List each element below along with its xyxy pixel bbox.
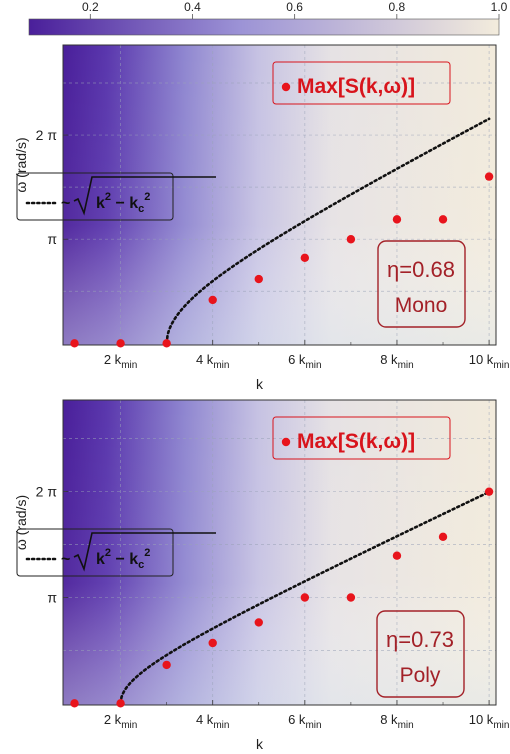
data-point (438, 215, 448, 224)
legend-max-box (272, 416, 451, 460)
x-tick-label: 2 kmin (104, 712, 137, 731)
y-tick-label: 2 π (36, 484, 58, 500)
chart-panel-bottom: 2 kmin 4 kmin 6 kmin 8 kmin 10 kmin π 2 π k ω (r… (13, 399, 510, 752)
chart-panel-top: 2 kmin 4 kmin 6 kmin 8 kmin 10 kmin π 2 π k ω (r… (13, 44, 510, 392)
sqrt-sign (73, 532, 216, 572)
heatmap-shade (63, 45, 496, 345)
gridlines (63, 45, 496, 345)
data-points (70, 487, 494, 708)
data-point (254, 274, 263, 284)
legend-max-marker (281, 82, 291, 92)
heatmap-shade (63, 400, 496, 705)
sqrt-sign (73, 176, 216, 216)
data-point (392, 551, 402, 560)
gridlines (63, 400, 496, 705)
data-point (300, 593, 310, 602)
legend-fit-label: ~ (61, 195, 70, 212)
annotation-eta: η=0.73 (386, 627, 454, 652)
annotation-eta: η=0.68 (387, 257, 455, 282)
annotation-box: η=0.68 Mono (377, 240, 466, 328)
y-tick-label: 2 π (36, 127, 58, 143)
y-tick-label: π (47, 231, 57, 247)
legend-max: Max[S(k,ω)] (272, 416, 451, 460)
x-tick-label: 10 kmin (469, 712, 510, 731)
x-tick-label: 4 kmin (196, 352, 229, 371)
legend-fit: ~ k2 − kc2 (16, 172, 216, 221)
fit-curve (119, 490, 491, 705)
data-point (116, 699, 125, 708)
colorbar-tick-label: 1.0 (491, 0, 508, 14)
x-tick-label: 8 kmin (380, 352, 413, 371)
x-axis-label: k (256, 376, 264, 392)
data-point (346, 593, 356, 602)
x-axis-label: k (256, 736, 264, 752)
y-tick-label: π (47, 589, 57, 605)
legend-max-marker (281, 437, 291, 447)
y-axis-label: ω (rad/s) (13, 137, 29, 192)
data-point (208, 295, 217, 305)
legend-max-box (272, 61, 451, 105)
legend-fit-label: ~ (61, 551, 70, 568)
annotation-frame (377, 240, 466, 328)
data-point (254, 618, 263, 627)
data-point (208, 638, 217, 648)
data-point (116, 339, 125, 348)
x-tick-label: 4 kmin (196, 712, 229, 731)
data-point (162, 660, 171, 670)
colorbar-tick-label: 0.4 (184, 0, 201, 14)
data-point (70, 339, 79, 348)
y-axis-label: ω (rad/s) (13, 495, 29, 550)
annotation-type: Poly (400, 664, 441, 687)
colorbar-tick-label: 0.8 (388, 0, 405, 14)
x-tick-label: 2 kmin (104, 352, 137, 371)
legend-fit-box (16, 172, 174, 221)
data-point (162, 339, 171, 348)
x-axis-ticks: 2 kmin 4 kmin 6 kmin 8 kmin 10 kmin (74, 700, 510, 731)
colorbar-ticks: 0.2 0.4 0.6 0.8 1.0 (82, 0, 508, 19)
x-tick-label: 6 kmin (288, 352, 321, 371)
colorbar-gradient (28, 18, 500, 36)
legend-fit-box (16, 528, 174, 577)
legend-max: Max[S(k,ω)] (272, 61, 451, 105)
annotation-type: Mono (395, 294, 448, 317)
sqrt-content: k2 − kc2 (96, 547, 150, 571)
data-point (484, 487, 494, 496)
legend-max-label: Max[S(k,ω)] (297, 430, 415, 453)
y-axis-ticks: π 2 π (36, 127, 68, 247)
colorbar-tick-label: 0.2 (82, 0, 99, 14)
x-tick-label: 10 kmin (469, 352, 510, 371)
legend-fit: ~ k2 − kc2 (16, 528, 216, 577)
plot-frame (62, 44, 497, 346)
data-point (70, 699, 79, 708)
colorbar: 0.2 0.4 0.6 0.8 1.0 (28, 0, 508, 36)
x-tick-label: 8 kmin (380, 712, 413, 731)
data-point (300, 253, 310, 263)
annotation-frame (376, 610, 465, 698)
y-axis-ticks: π 2 π (36, 484, 68, 605)
data-points (70, 172, 494, 348)
legend-max-label: Max[S(k,ω)] (297, 75, 415, 98)
x-tick-label: 6 kmin (288, 712, 321, 731)
data-point (392, 215, 402, 224)
fit-curve (165, 117, 491, 345)
plot-frame (62, 399, 497, 706)
x-axis-ticks: 2 kmin 4 kmin 6 kmin 8 kmin 10 kmin (74, 340, 510, 371)
data-point (484, 172, 494, 181)
data-point (438, 532, 448, 542)
annotation-box: η=0.73 Poly (376, 610, 465, 698)
colorbar-tick-label: 0.6 (286, 0, 303, 14)
data-point (346, 235, 356, 244)
sqrt-content: k2 − kc2 (96, 191, 150, 215)
